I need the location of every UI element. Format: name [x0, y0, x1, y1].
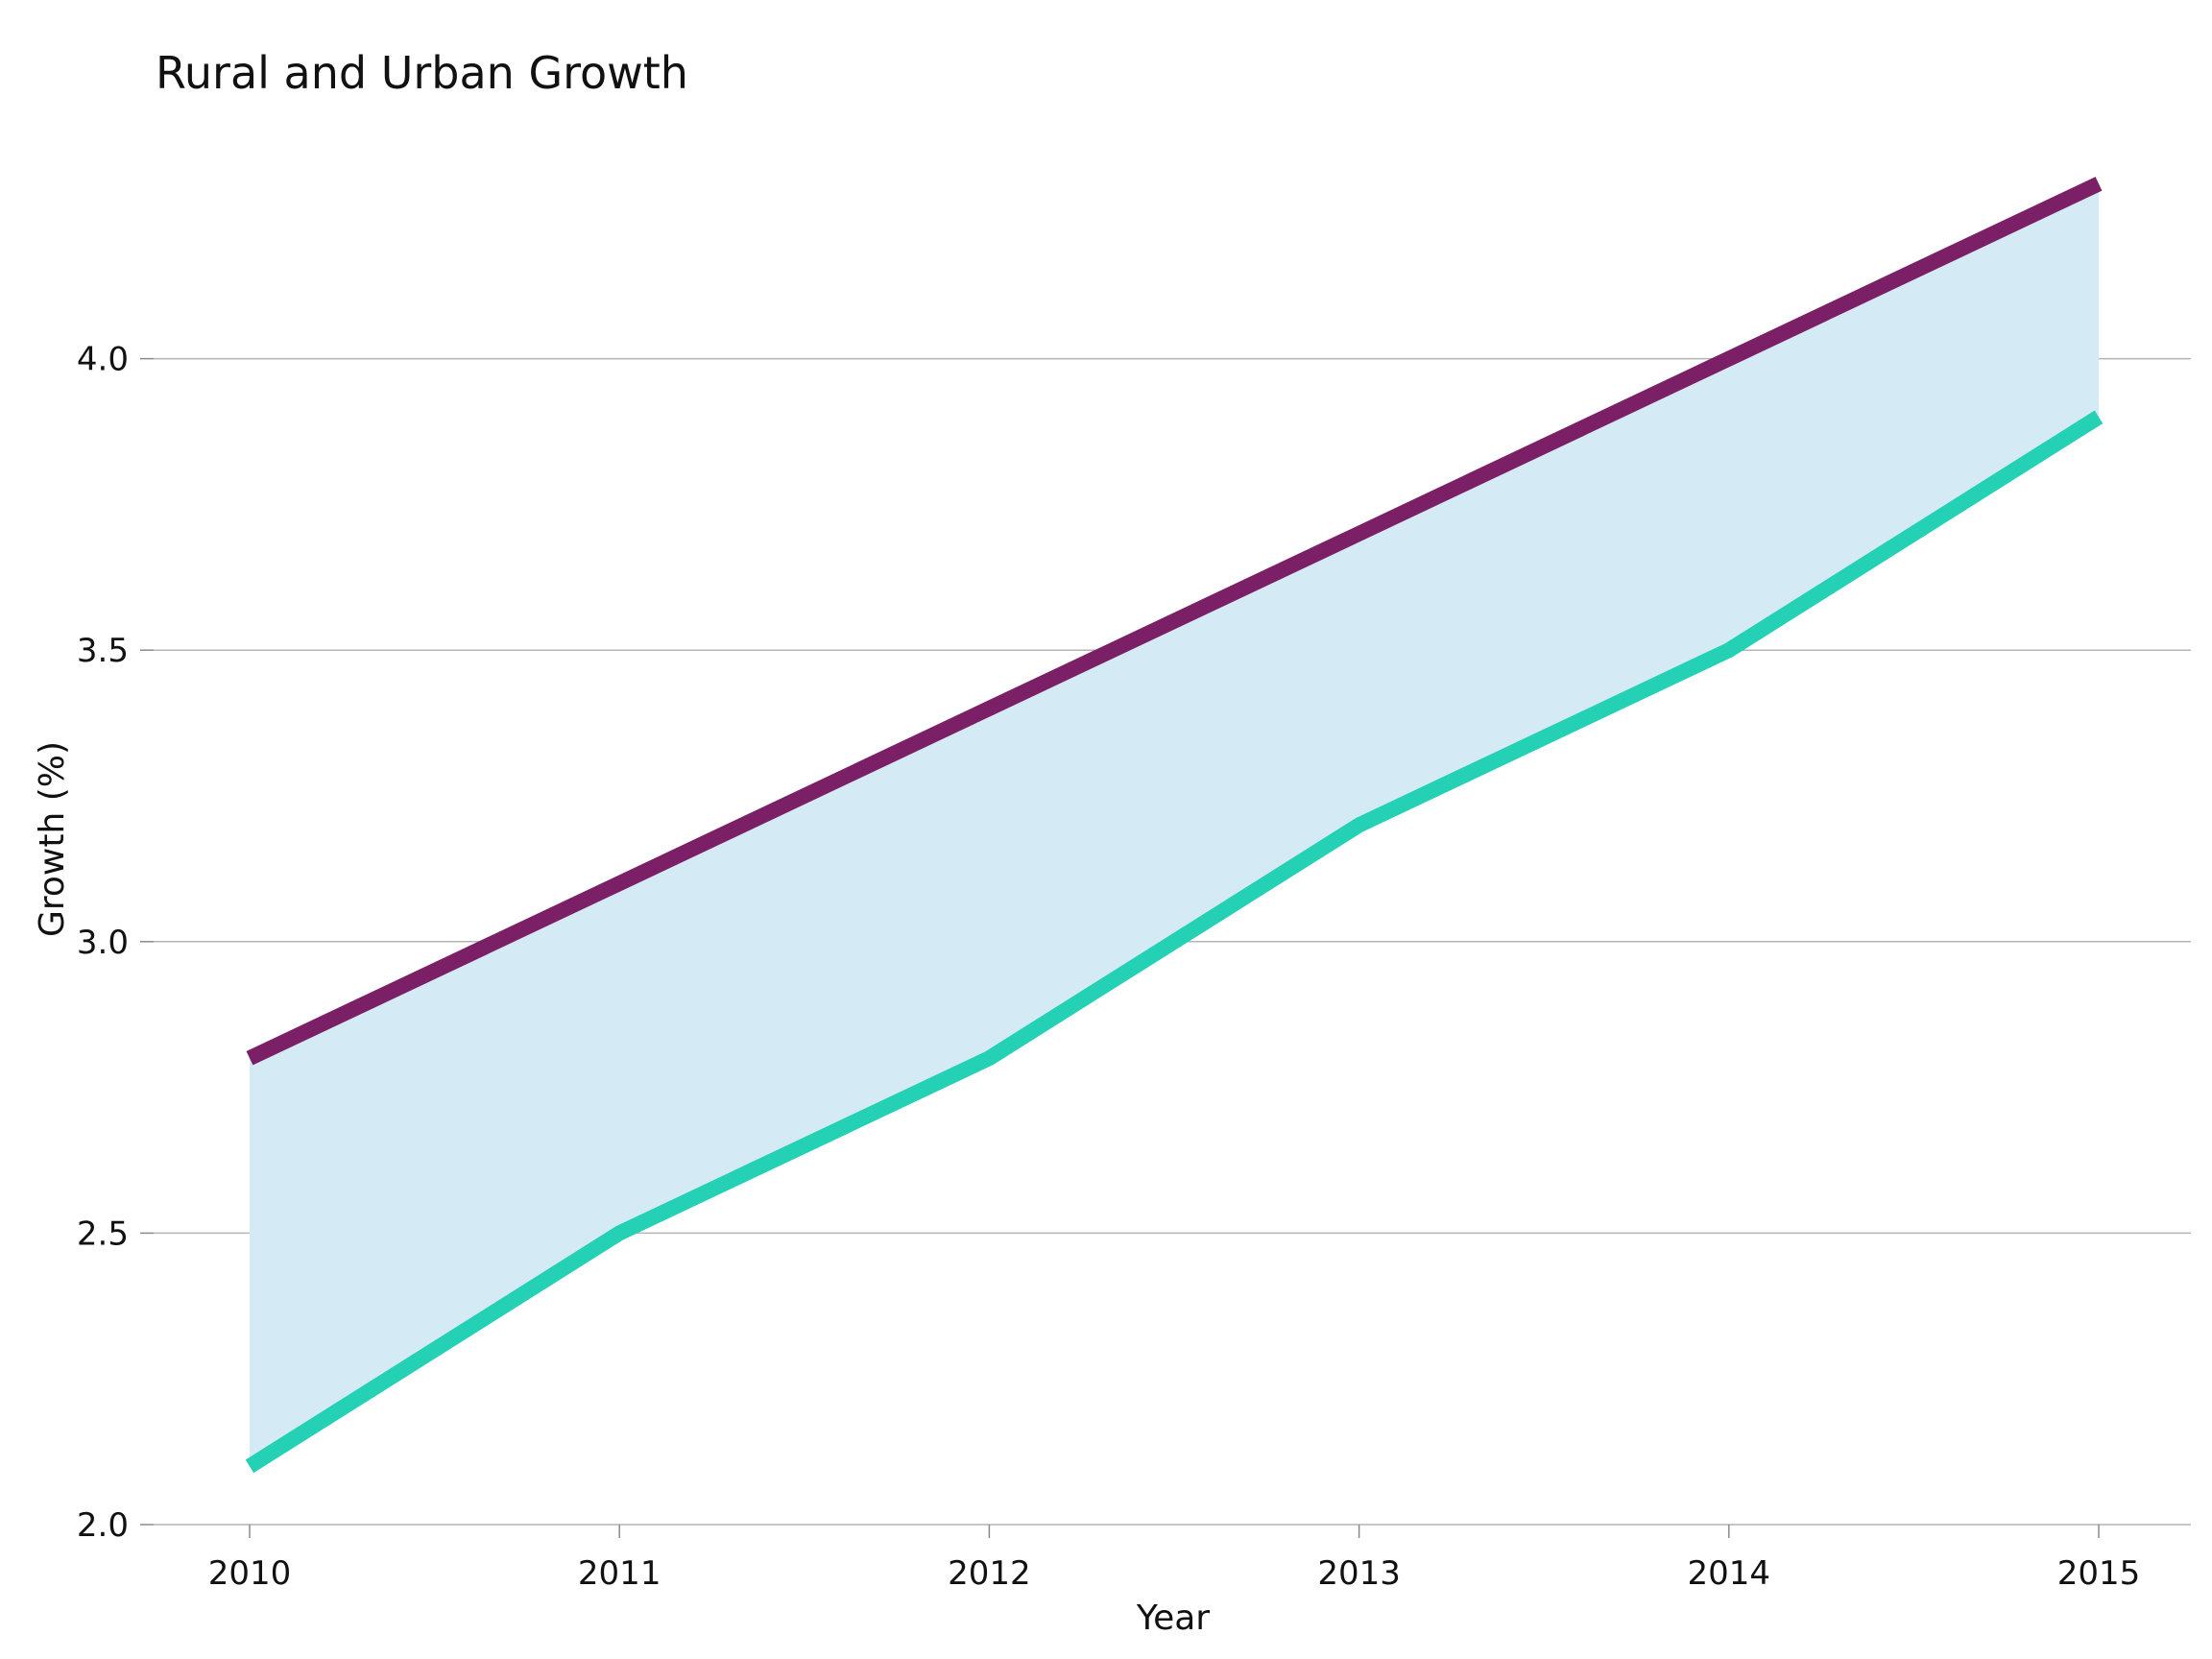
x-axis-ticks: 2010 2011 2012 2013 2014 2015	[208, 1525, 2141, 1593]
y-axis-ticks: 2.0 2.5 3.0 3.5 4.0	[77, 341, 154, 1545]
y-tick-label: 3.5	[77, 632, 129, 670]
y-tick-label: 3.0	[77, 924, 129, 962]
x-tick-label: 2010	[208, 1554, 292, 1593]
chart-title: Rural and Urban Growth	[156, 47, 688, 99]
fill-between	[250, 183, 2099, 1467]
series-lines	[245, 177, 2104, 1474]
series-line-2	[245, 410, 2104, 1474]
series-line-1	[246, 177, 2103, 1066]
x-tick-label: 2014	[1688, 1554, 1771, 1593]
y-axis-label: Growth (%)	[33, 741, 72, 937]
y-tick-label: 2.0	[77, 1506, 129, 1545]
fill-between-area	[250, 183, 2099, 1467]
x-tick-label: 2013	[1317, 1554, 1401, 1593]
x-tick-label: 2015	[2057, 1554, 2141, 1593]
x-tick-label: 2011	[578, 1554, 661, 1593]
x-tick-label: 2012	[948, 1554, 1031, 1593]
y-tick-label: 4.0	[77, 341, 129, 379]
x-axis-label: Year	[1136, 1599, 1210, 1638]
y-tick-label: 2.5	[77, 1214, 129, 1253]
